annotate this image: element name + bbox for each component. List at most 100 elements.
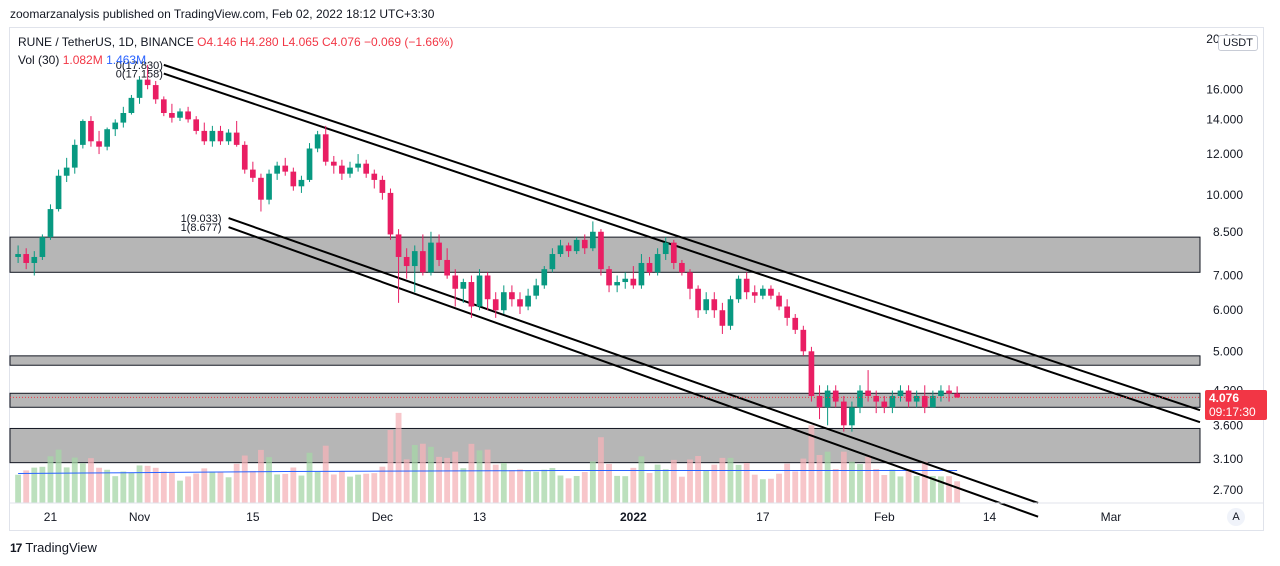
volume-bar: [832, 469, 839, 503]
time-axis-label: Dec: [372, 510, 393, 524]
tradingview-wordmark: TradingView: [25, 540, 97, 555]
volume-bar: [500, 463, 507, 503]
chart-frame: [9, 27, 1264, 531]
candle-body: [719, 310, 726, 326]
auto-scale-button[interactable]: A: [1227, 508, 1245, 526]
volume-bar: [508, 470, 515, 503]
volume-bar: [330, 474, 337, 503]
candle-body: [444, 259, 450, 276]
volume-bar: [177, 480, 183, 503]
candle-body: [889, 396, 896, 408]
candle-body: [654, 254, 661, 273]
volume-bar: [921, 461, 928, 503]
price-axis-label: 3.600: [1213, 418, 1243, 432]
candle-body: [606, 269, 612, 286]
candle-body: [71, 144, 78, 168]
candle-body: [581, 239, 588, 249]
candle-body: [395, 234, 402, 257]
candle-body: [776, 295, 782, 307]
candle-body: [258, 177, 264, 200]
candle-body: [177, 111, 183, 118]
volume-bar: [338, 471, 345, 503]
volume-bar: [735, 464, 742, 503]
candle-body: [622, 278, 629, 283]
time-axis-label: 2022: [620, 510, 647, 524]
volume-bar: [128, 473, 135, 503]
candle-body: [185, 111, 191, 120]
time-axis-label: 21: [44, 510, 58, 524]
candle-body: [484, 275, 491, 300]
volume-bar: [306, 452, 313, 503]
volume-bar: [743, 463, 750, 503]
bar-countdown: 09:17:30: [1209, 405, 1256, 419]
volume-bar: [266, 457, 272, 503]
price-axis-label: 5.000: [1213, 344, 1243, 358]
volume-bar: [444, 457, 451, 503]
time-axis-label: 17: [756, 510, 770, 524]
candle-body: [88, 120, 94, 142]
volume-bar: [168, 472, 175, 503]
volume-value: 1.082M: [62, 53, 103, 67]
volume-bar: [104, 469, 111, 503]
volume-bar: [282, 473, 289, 503]
time-axis-label: Feb: [874, 510, 895, 524]
volume-bar: [565, 478, 572, 503]
candle-body: [873, 396, 880, 402]
candle-body: [339, 165, 345, 174]
channel-line-label: 0(17.830): [116, 60, 163, 72]
candle-body: [387, 192, 394, 235]
volume-legend: Vol (30) 1.082M 1.463M: [18, 53, 146, 67]
candle-body: [193, 119, 200, 131]
candle-body: [112, 122, 119, 130]
volume-label: Vol (30): [18, 53, 60, 67]
volume-bar: [185, 476, 192, 503]
volume-bar: [23, 470, 30, 503]
volume-bar: [379, 466, 386, 503]
volume-bar: [719, 457, 726, 503]
volume-bar: [905, 469, 912, 503]
support-resistance-zone: [9, 355, 1201, 366]
volume-bar: [727, 457, 734, 503]
volume-bar: [371, 473, 378, 503]
candle-body: [411, 251, 418, 267]
volume-bar: [929, 475, 936, 503]
volume-bar: [476, 450, 483, 503]
volume-bar: [355, 474, 362, 503]
volume-bar: [614, 475, 621, 503]
channel-line: [163, 72, 1201, 424]
candle-body: [298, 179, 305, 187]
volume-bar: [225, 477, 232, 503]
candle-body: [800, 329, 807, 352]
candle-body: [152, 85, 159, 100]
volume-bar: [589, 461, 596, 503]
support-resistance-zone: [9, 236, 1201, 273]
volume-bar: [897, 476, 904, 503]
volume-ma-value: 1.463M: [106, 53, 147, 67]
currency-badge[interactable]: USDT: [1218, 35, 1258, 51]
time-axis-label: 15: [246, 510, 260, 524]
volume-bar: [144, 465, 151, 503]
symbol-legend: RUNE / TetherUS, 1D, BINANCE O4.146 H4.2…: [18, 35, 453, 49]
volume-bar: [824, 451, 831, 503]
candle-body: [144, 79, 151, 86]
volume-bar: [784, 463, 791, 503]
candle-body: [436, 242, 442, 260]
candle-body: [549, 254, 556, 270]
candle-body: [136, 79, 143, 98]
volume-bar: [938, 476, 944, 503]
close-value: C4.076: [321, 35, 361, 49]
volume-bar: [670, 459, 677, 503]
candle-body: [832, 390, 839, 402]
candle-body: [322, 134, 329, 162]
volume-bar: [152, 467, 159, 503]
volume-bar: [233, 463, 240, 503]
tradingview-logo[interactable]: 17 TradingView: [10, 540, 97, 555]
candle-body: [517, 299, 523, 307]
candle-body: [169, 112, 175, 118]
candle-body: [217, 130, 224, 142]
candle-body: [565, 245, 572, 252]
candle-body: [225, 132, 232, 142]
candle-body: [330, 161, 337, 166]
volume-bar: [525, 470, 532, 503]
